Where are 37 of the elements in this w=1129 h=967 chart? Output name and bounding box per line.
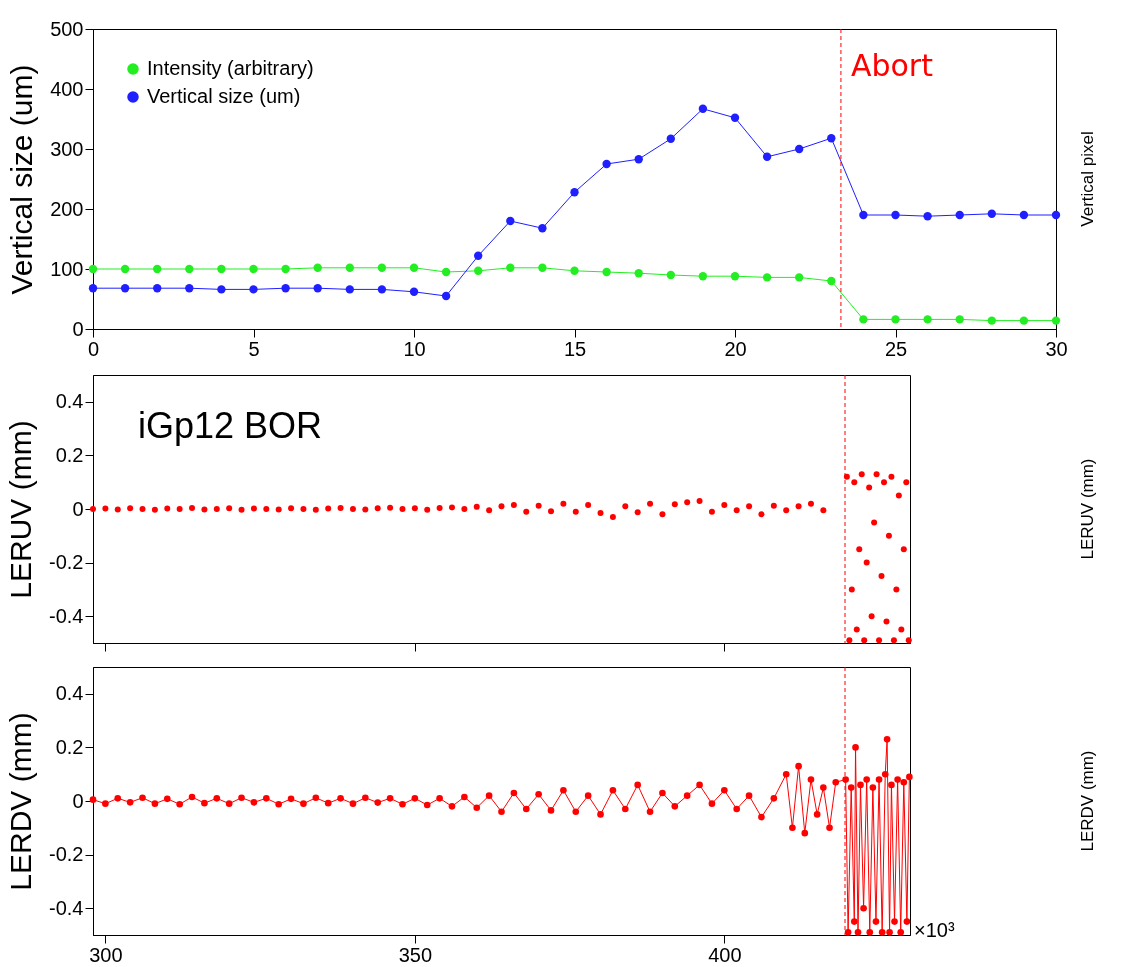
y-tick-label: -0.4 [49, 604, 84, 627]
y-tick-label: 0.4 [55, 390, 84, 413]
y-tick-label: 0 [72, 789, 84, 812]
x-tick-label: 25 [884, 337, 908, 360]
y-tick-label: 0.2 [55, 443, 84, 466]
x-tick-label: 400 [708, 943, 742, 966]
y2-axis-title: LERDV (mm) [1078, 750, 1097, 852]
y-tick-label: 400 [50, 77, 84, 100]
y-tick-label: 200 [50, 197, 84, 220]
y-tick-label: 300 [50, 137, 84, 160]
y-tick-label: 500 [50, 17, 84, 40]
text: ×10³ [914, 919, 955, 941]
x-tick-label: 10 [403, 337, 426, 360]
y-tick-label: 100 [50, 257, 84, 280]
legend-label: Intensity (arbitrary) [147, 57, 314, 79]
y-tick-label: -0.2 [49, 551, 84, 574]
y-tick-label: 0 [72, 317, 84, 340]
x-tick-label: 300 [89, 943, 123, 966]
y2-axis-title: Vertical pixel [1078, 131, 1097, 227]
x-tick-label: 5 [248, 337, 260, 360]
y-tick-label: 0 [72, 497, 84, 520]
ref-line-label: Abort [850, 48, 934, 83]
y2-axis-title: LERUV (mm) [1078, 458, 1097, 560]
annotation: iGp12 BOR [138, 405, 323, 446]
y-axis-title: LERUV (mm) [4, 420, 38, 599]
legend-label: Vertical size (um) [147, 85, 301, 107]
y-tick-label: -0.2 [49, 843, 84, 866]
x-tick-label: 350 [398, 943, 433, 966]
x-tick-label: 0 [87, 337, 100, 360]
y-axis-title: LERDV (mm) [4, 712, 38, 891]
y-tick-label: 0.4 [55, 682, 84, 705]
y-tick-label: 0.2 [55, 735, 84, 758]
y-tick-label: -0.4 [49, 896, 84, 919]
x-tick-label: 15 [563, 337, 587, 360]
y-axis-title: Vertical size (um) [5, 64, 39, 295]
x-tick-label: 20 [724, 337, 747, 360]
x-tick-label: 30 [1045, 337, 1068, 360]
